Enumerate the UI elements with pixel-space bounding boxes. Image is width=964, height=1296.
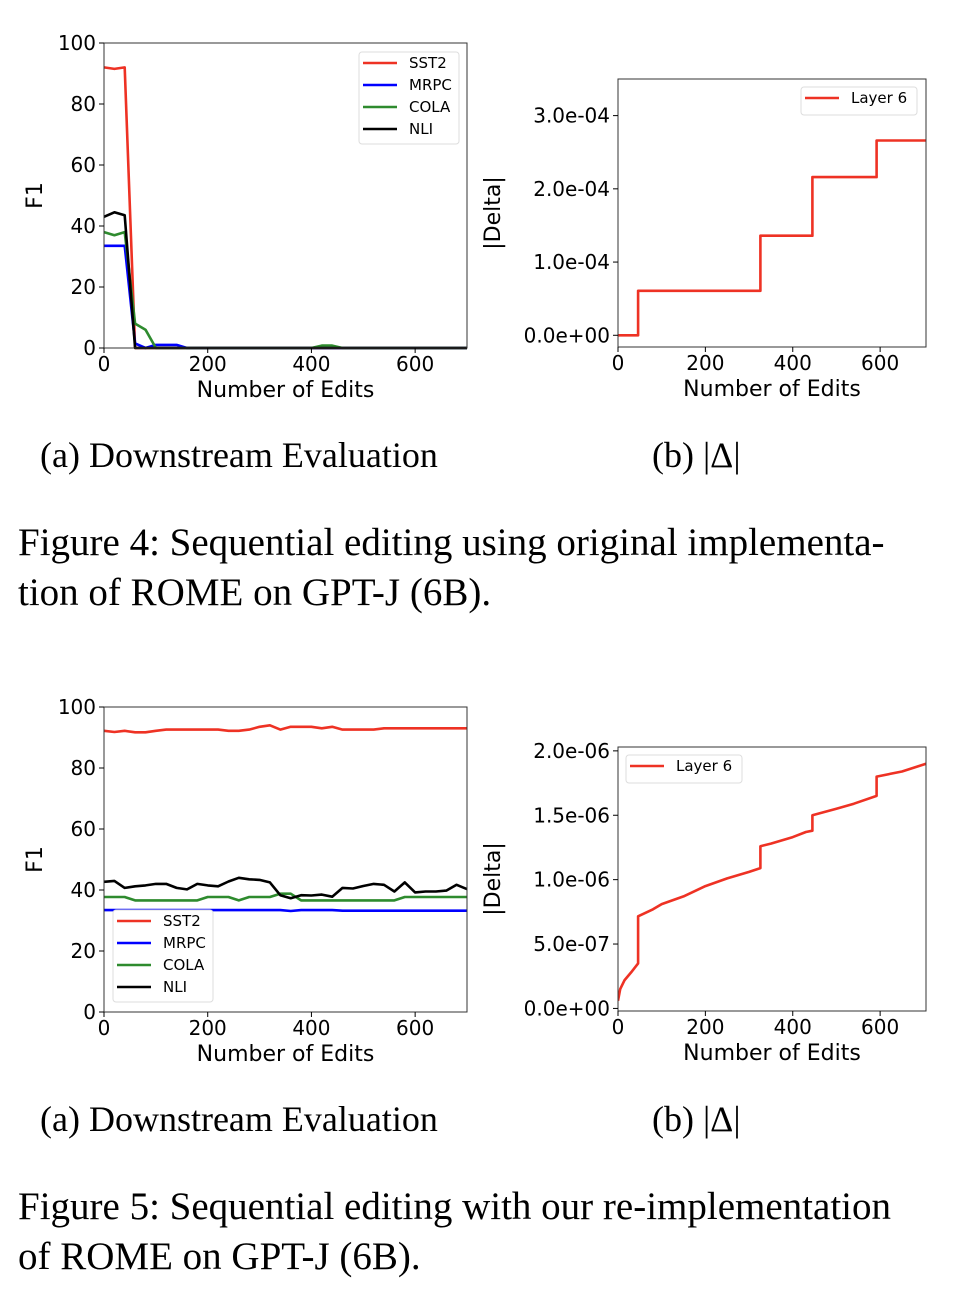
series-line-nli [104,876,467,900]
y-tick-label: 100 [58,31,96,55]
y-axis-label: F1 [23,182,48,209]
fig5-subcaption-a: (a) Downstream Evaluation [40,1099,438,1139]
x-axis-label: Number of Edits [683,377,861,402]
series-line-mrpc [104,244,467,350]
x-tick-label: 0 [612,351,625,375]
fig4-subcaption-b: (b) |Δ| [652,435,741,475]
x-tick-label: 600 [861,351,899,375]
x-tick-label: 400 [774,351,812,375]
y-tick-label: 5.0e-07 [533,932,610,956]
legend-label: SST2 [163,912,201,930]
legend: SST2 MRPC COLA NLI [112,909,214,1003]
x-tick-label: 0 [612,1015,625,1039]
x-tick-label: 200 [189,352,227,376]
axes-frame [103,706,468,1013]
axes-frame [103,42,468,349]
x-tick-label: 600 [396,1016,434,1040]
legend-label: COLA [409,98,451,116]
x-axis-label: Number of Edits [683,1041,861,1066]
chart-3: 0 200 400 600 0.0e+00 5.0e-07 1.0e-06 1.5e-06 2.… [481,739,927,1066]
y-tick-label: 60 [71,153,96,177]
chart-2: 0 200 400 600 0 20 40 60 80 100 Number of Edits F1 S… [23,695,468,1067]
legend-box [800,86,918,116]
y-tick-label: 1.0e-04 [533,250,610,274]
legend: Layer 6 [625,754,743,784]
x-tick-label: 400 [774,1015,812,1039]
y-tick-label: 40 [71,878,96,902]
x-tick-label: 0 [98,352,111,376]
axes-frame [617,746,927,1012]
series-line-cola [104,892,467,902]
x-axis-label: Number of Edits [197,378,375,403]
fig5-subcaption-b: (b) |Δ| [652,1099,741,1139]
legend-label: MRPC [409,76,452,94]
y-tick-label: 3.0e-04 [533,104,610,128]
y-tick-label: 80 [71,92,96,116]
legend: Layer 6 [800,86,918,116]
y-tick-label: 60 [71,817,96,841]
y-tick-label: 40 [71,214,96,238]
legend: SST2 MRPC COLA NLI [358,51,460,145]
fig4-caption-line2: tion of ROME on GPT-J (6B). [18,571,492,614]
y-tick-label: 20 [71,939,96,963]
series-line-nli [103,211,467,350]
axes-frame [617,78,927,348]
y-axis-label: F1 [23,846,48,873]
fig4-caption-line1: Figure 4: Sequential editing using origi… [18,521,885,564]
y-tick-label: 0 [83,1000,96,1024]
y-tick-label: 0 [83,336,96,360]
y-tick-label: 0.0e+00 [524,323,610,347]
legend-box [625,754,743,784]
series-line-layer-6 [618,139,926,337]
fig4-subcaption-a: (a) Downstream Evaluation [40,435,438,475]
y-axis-label: |Delta| [481,842,506,916]
legend-label: NLI [409,120,433,138]
legend-box [358,51,460,145]
y-tick-label: 0.0e+00 [524,996,610,1020]
chart-0: 0 200 400 600 0 20 40 60 80 100 Number of Edits F1 S… [23,31,468,403]
fig5-caption-line2: of ROME on GPT-J (6B). [18,1235,421,1278]
legend-label: COLA [163,956,205,974]
legend-box [112,909,214,1003]
y-axis-label: |Delta| [481,176,506,250]
y-tick-label: 100 [58,695,96,719]
y-tick-label: 2.0e-06 [533,739,610,763]
x-tick-label: 400 [292,1016,330,1040]
x-tick-label: 600 [861,1015,899,1039]
x-tick-label: 200 [686,351,724,375]
series-line-layer-6 [618,762,926,1001]
chart-1: 0 200 400 600 0.0e+00 1.0e-04 2.0e-04 3.0e-04 Nu… [481,78,927,402]
x-tick-label: 0 [98,1016,111,1040]
y-tick-label: 1.0e-06 [533,868,610,892]
x-tick-label: 200 [189,1016,227,1040]
y-tick-label: 2.0e-04 [533,177,610,201]
x-tick-label: 400 [292,352,330,376]
y-tick-label: 80 [71,756,96,780]
y-tick-label: 20 [71,275,96,299]
legend-label: Layer 6 [851,89,907,107]
y-tick-label: 1.5e-06 [533,803,610,827]
series-line-sst2 [104,723,467,734]
x-axis-label: Number of Edits [197,1042,375,1067]
x-tick-label: 200 [686,1015,724,1039]
legend-label: NLI [163,978,187,996]
legend-label: MRPC [163,934,206,952]
legend-label: Layer 6 [676,757,732,775]
fig5-caption-line1: Figure 5: Sequential editing with our re… [18,1185,891,1228]
x-tick-label: 600 [396,352,434,376]
legend-label: SST2 [409,54,447,72]
series-line-cola [103,230,467,350]
